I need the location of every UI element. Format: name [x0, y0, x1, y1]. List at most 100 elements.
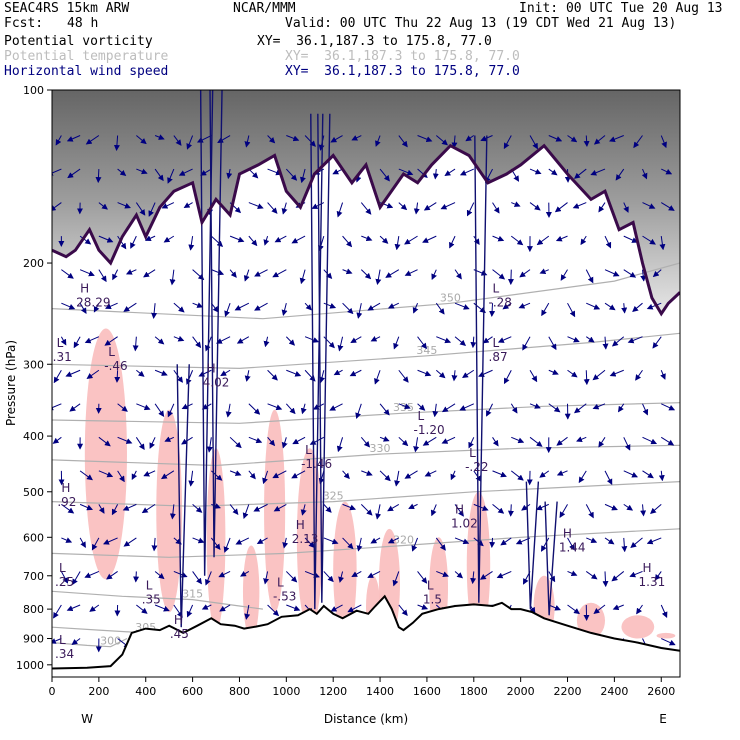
wind-arrow	[360, 202, 372, 215]
wind-arrow	[623, 437, 631, 451]
wind-arrow	[188, 236, 195, 251]
wind-arrow	[52, 436, 62, 444]
pv-shade-blob	[206, 448, 226, 631]
field-name-pv: Potential vorticity	[4, 34, 153, 49]
wind-arrow	[98, 269, 107, 283]
extremum-value: .25	[55, 575, 74, 589]
wind-arrow	[248, 436, 263, 444]
wind-arrow	[432, 403, 439, 418]
wind-arrow	[482, 336, 493, 344]
wind-arrow	[660, 202, 675, 211]
wind-arrow	[640, 269, 647, 282]
x-end-right: E	[659, 712, 667, 726]
wind-arrow	[71, 638, 81, 645]
pv-shade-blob	[84, 328, 127, 580]
wind-arrow	[143, 470, 156, 477]
theta-label: 325	[323, 490, 344, 503]
wind-arrow	[454, 571, 464, 579]
wind-arrow	[224, 303, 231, 317]
wind-arrow	[611, 336, 625, 347]
y-tick-label: 800	[23, 603, 44, 616]
wind-arrow	[79, 537, 86, 549]
wind-arrow	[117, 403, 128, 412]
wind-arrow	[263, 336, 270, 348]
field-xy-wind: XY= 36.1,187.3 to 175.8, 77.0	[285, 64, 520, 79]
wind-arrow	[449, 235, 456, 249]
wind-arrow	[332, 168, 343, 175]
wind-arrow	[323, 302, 337, 309]
wind-arrow	[435, 302, 445, 315]
wind-arrow	[161, 202, 175, 209]
wind-arrow	[535, 503, 549, 511]
theta-line	[52, 262, 680, 320]
wind-arrow	[441, 436, 456, 444]
wind-arrow	[489, 303, 496, 317]
wind-arrow	[454, 302, 470, 310]
wind-arrow	[387, 302, 400, 309]
wind-arrow	[229, 269, 237, 278]
wind-arrow	[112, 269, 119, 281]
wind-arrow	[375, 135, 381, 147]
wind-arrow	[413, 202, 420, 215]
wind-arrow	[192, 504, 203, 513]
wind-arrow	[519, 269, 531, 278]
wind-arrow	[125, 269, 137, 275]
center-label: NCAR/MMM	[233, 1, 296, 16]
wind-arrow	[154, 168, 164, 182]
wind-arrow	[583, 370, 590, 386]
wind-arrow	[492, 503, 505, 514]
x-tick-label: 0	[49, 685, 56, 698]
wind-arrow	[356, 537, 363, 552]
wind-arrow	[135, 437, 145, 451]
wind-arrow	[248, 202, 264, 210]
wind-arrow	[215, 336, 231, 344]
wind-arrow	[454, 269, 462, 280]
wind-arrow	[379, 168, 390, 182]
wind-arrow	[379, 235, 389, 244]
extremum-label: H	[174, 613, 183, 627]
model-title: SEAC4RS 15km ARW	[4, 1, 130, 16]
wind-arrow	[646, 302, 662, 310]
wind-arrow	[333, 369, 343, 376]
wind-arrow	[122, 503, 137, 511]
wind-arrow	[598, 437, 606, 448]
wind-arrow	[196, 135, 212, 143]
wind-arrow	[86, 369, 100, 379]
x-tick-label: 400	[135, 685, 156, 698]
wind-arrow	[169, 269, 176, 286]
wind-arrow	[60, 336, 67, 346]
wind-arrow	[360, 436, 371, 448]
theta-label: 335	[393, 401, 414, 414]
wind-arrow	[539, 470, 550, 478]
extremum-label: L	[57, 336, 64, 350]
wind-arrow	[52, 168, 62, 176]
wind-arrow	[225, 403, 232, 418]
stratosphere-shading	[52, 90, 680, 314]
wind-arrow	[95, 169, 102, 184]
x-tick-label: 1800	[460, 685, 488, 698]
x-tick-label: 2600	[647, 685, 675, 698]
wind-arrow	[117, 202, 131, 209]
wind-arrow	[178, 168, 193, 176]
y-axis: 100 200 300 400 500 600 700 800 900 1000	[16, 84, 52, 672]
wind-arrow	[554, 202, 568, 213]
wind-arrow	[511, 201, 521, 207]
wind-arrow	[263, 235, 270, 246]
wind-arrow	[91, 537, 100, 551]
extremum-value: 4.02	[203, 375, 230, 389]
extremum-label: L	[59, 633, 66, 647]
wind-arrow	[242, 504, 250, 520]
wind-arrow	[117, 235, 127, 250]
wind-arrow	[55, 135, 62, 146]
wind-arrow	[267, 403, 283, 411]
field-name-wind: Horizontal wind speed	[4, 64, 169, 79]
plot-frame	[51, 89, 681, 678]
wind-arrow	[98, 235, 114, 243]
extrema-labels: H28.29L.31 L-.46H.92H4.02L-1.46H2.13L-1.2…	[53, 281, 666, 661]
wind-arrow	[323, 537, 339, 545]
extremum-label: L	[493, 281, 500, 295]
wind-arrow	[462, 369, 475, 379]
extremum-value: .34	[55, 647, 74, 661]
y-tick-label: 500	[23, 486, 44, 499]
